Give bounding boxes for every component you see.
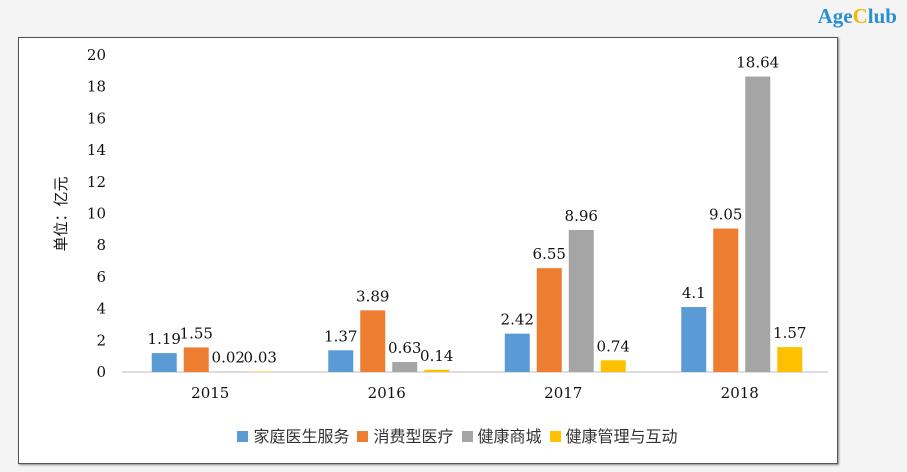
bar: [504, 333, 530, 372]
data-label: 8.96: [565, 207, 598, 225]
bar: [424, 369, 450, 372]
bar: [151, 353, 177, 372]
legend-swatch: [549, 431, 561, 442]
legend-label: 消费型医疗: [373, 427, 454, 446]
data-label: 0.74: [597, 337, 630, 355]
bar: [183, 347, 209, 372]
legend-swatch: [237, 431, 249, 442]
data-label: 0.14: [420, 347, 453, 365]
legend-swatch: [461, 431, 473, 442]
bar: [681, 307, 707, 372]
legend-label: 健康管理与互动: [565, 427, 678, 446]
y-tick-label: 18: [87, 78, 106, 96]
data-label: 0.02: [212, 349, 245, 367]
y-tick-label: 16: [87, 109, 106, 127]
ageclub-logo: AgeClub: [817, 4, 897, 28]
bar: [328, 350, 354, 372]
bar: [600, 360, 626, 372]
data-label: 4.1: [682, 284, 706, 302]
bar: [568, 229, 594, 372]
data-label: 2.42: [501, 311, 534, 329]
legend-swatch: [357, 431, 369, 442]
bar: [360, 310, 386, 372]
bar: [777, 347, 803, 372]
y-tick-label: 20: [87, 46, 106, 64]
bar: [745, 76, 771, 372]
y-axis-label: 单位：亿元: [52, 176, 70, 251]
data-label: 0.63: [388, 339, 421, 357]
y-tick-label: 12: [87, 173, 106, 191]
data-label: 3.89: [356, 287, 389, 305]
y-tick-label: 8: [96, 236, 106, 254]
y-tick-label: 14: [87, 141, 106, 159]
data-label: 6.55: [533, 245, 566, 263]
legend-label: 家庭医生服务: [253, 427, 350, 446]
x-tick-label: 2015: [191, 384, 229, 402]
data-label: 1.55: [180, 324, 213, 342]
y-tick-label: 10: [87, 205, 106, 223]
x-tick-label: 2016: [368, 384, 406, 402]
chart-frame: [18, 37, 838, 464]
legend-label: 健康商城: [477, 427, 542, 446]
bar: [392, 362, 418, 372]
y-tick-label: 6: [96, 268, 106, 286]
legend: 家庭医生服务 消费型医疗 健康商城 健康管理与互动: [0, 423, 907, 447]
y-tick-label: 0: [96, 363, 106, 381]
y-tick-label: 4: [96, 300, 106, 318]
data-label: 18.64: [736, 54, 779, 72]
data-label: 0.03: [244, 349, 277, 367]
x-tick-label: 2018: [721, 384, 759, 402]
data-label: 1.57: [773, 324, 806, 342]
y-tick-label: 2: [96, 331, 106, 349]
data-label: 9.05: [709, 206, 742, 224]
x-tick-label: 2017: [544, 384, 582, 402]
data-label: 1.19: [148, 330, 181, 348]
data-label: 1.37: [324, 327, 357, 345]
bar: [536, 268, 562, 372]
bar: [713, 228, 739, 372]
